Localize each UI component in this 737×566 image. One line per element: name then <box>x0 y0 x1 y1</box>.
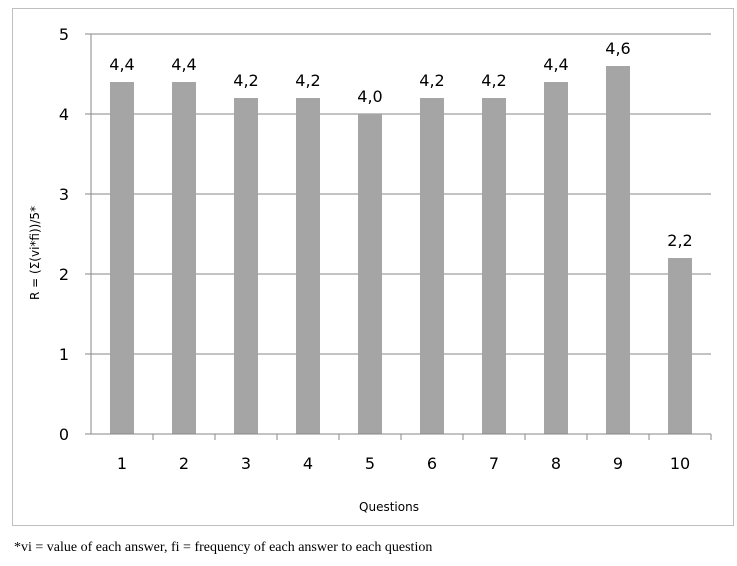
x-tick-label-3: 3 <box>241 454 251 473</box>
data-label-4: 4,2 <box>295 71 320 90</box>
x-tick-label-5: 5 <box>365 454 375 473</box>
y-tick-label-2: 2 <box>59 265 69 284</box>
y-tick-label-1: 1 <box>59 345 69 364</box>
y-tick-label-5: 5 <box>59 25 69 44</box>
bar-6 <box>420 98 444 434</box>
bar-4 <box>296 98 320 434</box>
axes <box>85 33 712 440</box>
x-tick-label-1: 1 <box>117 454 127 473</box>
y-axis-title: R = (Σ(vi*fi))/5* <box>28 206 42 300</box>
bar-7 <box>482 98 506 434</box>
data-label-3: 4,2 <box>233 71 258 90</box>
x-tick-label-2: 2 <box>179 454 189 473</box>
data-label-10: 2,2 <box>667 231 692 250</box>
x-tick-label-8: 8 <box>551 454 561 473</box>
labels: 0 1 2 3 4 5 1 4,4 2 4,4 3 4,2 4 4,2 5 4,0 6 4,2 7 4,2 8 4,4 9 4… <box>59 25 693 473</box>
x-tick-label-7: 7 <box>489 454 499 473</box>
data-label-8: 4,4 <box>543 55 568 74</box>
bar-8 <box>544 82 568 434</box>
bar-9 <box>606 66 630 434</box>
bars <box>110 66 692 434</box>
y-tick-label-4: 4 <box>59 105 69 124</box>
bar-3 <box>234 98 258 434</box>
data-label-7: 4,2 <box>481 71 506 90</box>
x-tick-label-4: 4 <box>303 454 313 473</box>
chart-frame: 0 1 2 3 4 5 1 4,4 2 4,4 3 4,2 4 4,2 5 4,0 6 4,2 7 4,2 8 4,4 9 4… <box>12 8 734 526</box>
bar-5 <box>358 114 382 434</box>
bar-10 <box>668 258 692 434</box>
data-label-6: 4,2 <box>419 71 444 90</box>
x-tick-label-6: 6 <box>427 454 437 473</box>
data-label-5: 4,0 <box>357 87 382 106</box>
x-axis-title: Questions <box>359 500 419 514</box>
y-tick-label-0: 0 <box>59 425 69 444</box>
x-tick-label-9: 9 <box>613 454 623 473</box>
bar-1 <box>110 82 134 434</box>
bar-2 <box>172 82 196 434</box>
y-tick-label-3: 3 <box>59 185 69 204</box>
x-tick-label-10: 10 <box>670 454 690 473</box>
data-label-1: 4,4 <box>109 55 134 74</box>
data-label-2: 4,4 <box>171 55 196 74</box>
data-label-9: 4,6 <box>605 39 630 58</box>
footnote: *vi = value of each answer, fi = frequen… <box>14 540 433 555</box>
bar-chart: 0 1 2 3 4 5 1 4,4 2 4,4 3 4,2 4 4,2 5 4,0 6 4,2 7 4,2 8 4,4 9 4… <box>28 25 712 514</box>
